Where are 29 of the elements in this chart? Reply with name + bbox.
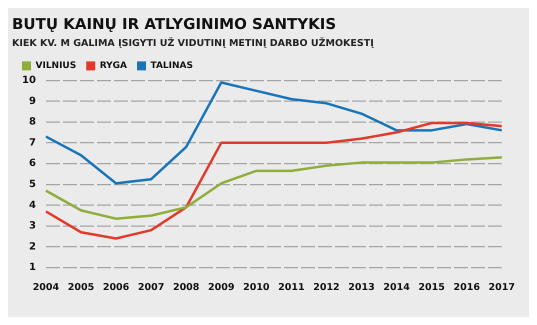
chart-subtitle: KIEK KV. M GALIMA ĮSIGYTI UŽ VIDUTINĮ METINĮ DARBO UŽMOKESTĮ: [12, 37, 374, 50]
x-tick-label: 2005: [68, 282, 94, 293]
x-tick-label: 2012: [313, 282, 340, 293]
x-tick-label: 2007: [138, 282, 164, 293]
y-tick-label: 9: [28, 96, 36, 107]
y-tick-label: 6: [28, 158, 36, 170]
x-tick-label: 2015: [418, 282, 445, 293]
y-tick-label: 3: [28, 220, 36, 232]
x-tick-label: 2014: [383, 282, 410, 293]
chart-title: BUTŲ KAINŲ IR ATLYGINIMO SANTYKIS: [12, 14, 336, 33]
y-tick-label: 5: [28, 178, 36, 190]
y-tick-label: 10: [22, 74, 36, 86]
x-tick-label: 2016: [453, 282, 480, 293]
x-tick-label: 2006: [102, 282, 130, 293]
x-tick-label: 2009: [208, 282, 234, 293]
y-tick-label: 2: [28, 241, 36, 252]
y-tick-label: 8: [28, 116, 36, 128]
y-tick-label: 1: [28, 262, 36, 274]
x-tick-label: 2017: [488, 282, 516, 293]
legend-label: VILNIUS: [36, 61, 76, 72]
legend-label: RYGA: [100, 61, 128, 72]
x-tick-label: 2008: [172, 282, 200, 293]
x-tick-label: 2010: [243, 282, 270, 293]
x-tick-label: 2013: [348, 282, 375, 293]
y-tick-label: 7: [28, 137, 36, 148]
x-tick-label: 2011: [278, 282, 305, 293]
y-tick-label: 4: [28, 200, 36, 211]
x-tick-label: 2004: [32, 282, 60, 293]
legend-label: TALINAS: [150, 61, 193, 72]
